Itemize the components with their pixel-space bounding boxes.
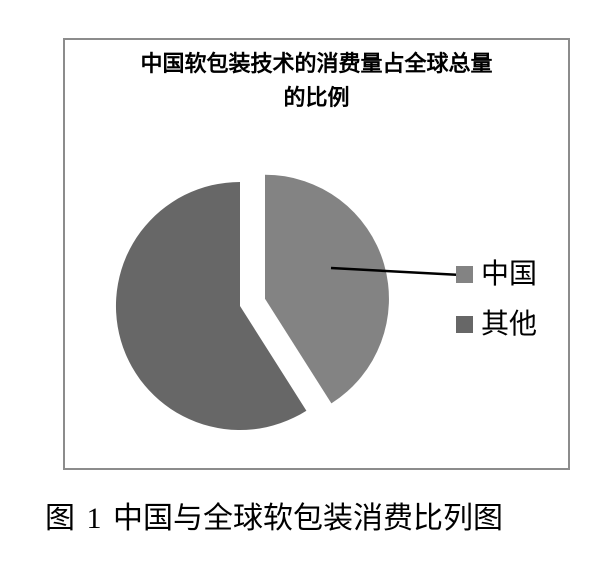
- pie-slice-1: [115, 182, 307, 431]
- legend-item-others: 其他: [456, 308, 537, 340]
- legend-item-china: 中国: [456, 258, 537, 290]
- legend-label-others: 其他: [481, 308, 538, 339]
- figure-caption: 图 1 中国与全球软包装消费比列图: [45, 502, 503, 535]
- pie-slice-0: [265, 174, 389, 404]
- legend-leader-line: [330, 266, 462, 277]
- chart-title-line2: 的比例: [283, 85, 350, 110]
- legend-label-china: 中国: [481, 258, 538, 289]
- chart-frame: 中国软包装技术的消费量占全球总量 的比例 中国 其他: [63, 38, 570, 470]
- legend-swatch-china: [456, 265, 473, 283]
- chart-title-line1: 中国软包装技术的消费量占全球总量: [140, 51, 493, 76]
- pie-chart: [115, 174, 462, 431]
- chart-title: 中国软包装技术的消费量占全球总量 的比例: [65, 47, 568, 115]
- legend-swatch-others: [456, 315, 473, 333]
